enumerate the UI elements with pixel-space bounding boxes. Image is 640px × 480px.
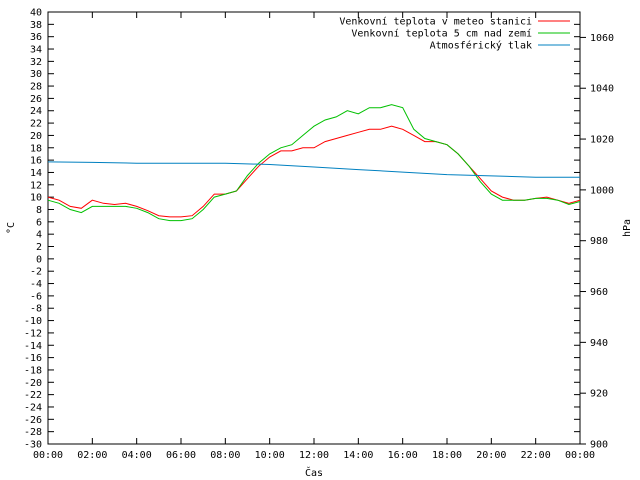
y-tick-label-left: 10 <box>30 193 42 204</box>
x-axis: 00:00 02:00 04:00 06:00 08:00 10:00 12:00 14:00… <box>33 12 595 461</box>
y-tick-label-right: 1040 <box>590 84 614 95</box>
legend-label: Venkovní teplota v meteo stanici <box>339 16 532 28</box>
y-tick-label-left: 6 <box>36 217 42 228</box>
x-tick-label: 10:00 <box>255 450 285 461</box>
y-tick-label-right: 920 <box>590 389 608 400</box>
x-tick-label: 14:00 <box>343 450 373 461</box>
plot-frame <box>47 11 581 445</box>
y-tick-label-left: -14 <box>24 341 42 352</box>
series-lines <box>47 104 581 222</box>
y-tick-label-right: 900 <box>590 440 608 451</box>
y-axis-right-label: hPa <box>622 219 633 237</box>
y-tick-label-left: 0 <box>36 254 42 265</box>
y-tick-label-left: -12 <box>24 328 42 339</box>
y-tick-label-left: 12 <box>30 180 42 191</box>
y-tick-label-left: 38 <box>30 20 42 31</box>
y-tick-label-left: -8 <box>30 304 42 315</box>
y-tick-label-left: 32 <box>30 57 42 68</box>
y-tick-label-left: 8 <box>36 205 42 216</box>
y-tick-label-left: -4 <box>30 279 42 290</box>
x-tick-label: 02:00 <box>77 450 107 461</box>
y-tick-label-left: -16 <box>24 353 42 364</box>
y-tick-label-right: 1060 <box>590 33 614 44</box>
y-tick-label-right: 960 <box>590 287 608 298</box>
y-tick-label-left: -26 <box>24 415 42 426</box>
y-axis-left-label: °C <box>6 222 17 234</box>
x-tick-label: 22:00 <box>521 450 551 461</box>
y-axis-right: 1060 1040 1020 1000 980 960 940 920 900 <box>580 33 614 451</box>
series-line-1 <box>47 125 581 218</box>
x-tick-label: 06:00 <box>166 450 196 461</box>
x-tick-label: 20:00 <box>476 450 506 461</box>
y-tick-label-left: 18 <box>30 143 42 154</box>
y-tick-label-left: -24 <box>24 402 42 413</box>
y-tick-label-left: -10 <box>24 316 42 327</box>
y-tick-label-left: -18 <box>24 365 42 376</box>
legend: Venkovní teplota v meteo staniciVenkovní… <box>339 16 570 52</box>
y-tick-label-left: -22 <box>24 390 42 401</box>
legend-label: Venkovní teplota 5 cm nad zemí <box>351 28 532 40</box>
y-tick-label-left: -6 <box>30 291 42 302</box>
x-tick-label: 08:00 <box>210 450 240 461</box>
x-tick-label: 18:00 <box>432 450 462 461</box>
y-tick-label-left: -20 <box>24 378 42 389</box>
y-tick-label-right: 1020 <box>590 135 614 146</box>
y-tick-label-right: 1000 <box>590 185 614 196</box>
x-tick-label: 00:00 <box>33 450 63 461</box>
y-axis-left: 4038363432302826242220181614121086420-2-… <box>24 8 580 451</box>
y-tick-label-left: 22 <box>30 119 42 130</box>
y-tick-label-left: -28 <box>24 427 42 438</box>
y-tick-label-left: -2 <box>30 267 42 278</box>
y-tick-label-left: 20 <box>30 131 42 142</box>
y-tick-label-left: -30 <box>24 440 42 451</box>
y-tick-label-left: 24 <box>30 106 42 117</box>
y-tick-label-left: 2 <box>36 242 42 253</box>
y-tick-label-left: 14 <box>30 168 42 179</box>
y-tick-label-left: 34 <box>30 45 42 56</box>
series-line-3 <box>47 161 580 178</box>
y-tick-label-right: 940 <box>590 338 608 349</box>
y-tick-label-left: 40 <box>30 8 42 19</box>
y-tick-label-left: 30 <box>30 69 42 80</box>
y-tick-label-left: 4 <box>36 230 42 241</box>
x-axis-label: Čas <box>305 466 323 479</box>
y-tick-label-left: 28 <box>30 82 42 93</box>
series-line-2 <box>47 104 581 222</box>
y-tick-label-left: 36 <box>30 32 42 43</box>
legend-label: Atmosférický tlak <box>430 40 532 52</box>
x-tick-label: 16:00 <box>388 450 418 461</box>
y-tick-label-left: 16 <box>30 156 42 167</box>
x-tick-label: 12:00 <box>299 450 329 461</box>
y-tick-label-right: 980 <box>590 236 608 247</box>
x-tick-label: 04:00 <box>122 450 152 461</box>
x-tick-label: 00:00 <box>565 450 595 461</box>
y-tick-label-left: 26 <box>30 94 42 105</box>
